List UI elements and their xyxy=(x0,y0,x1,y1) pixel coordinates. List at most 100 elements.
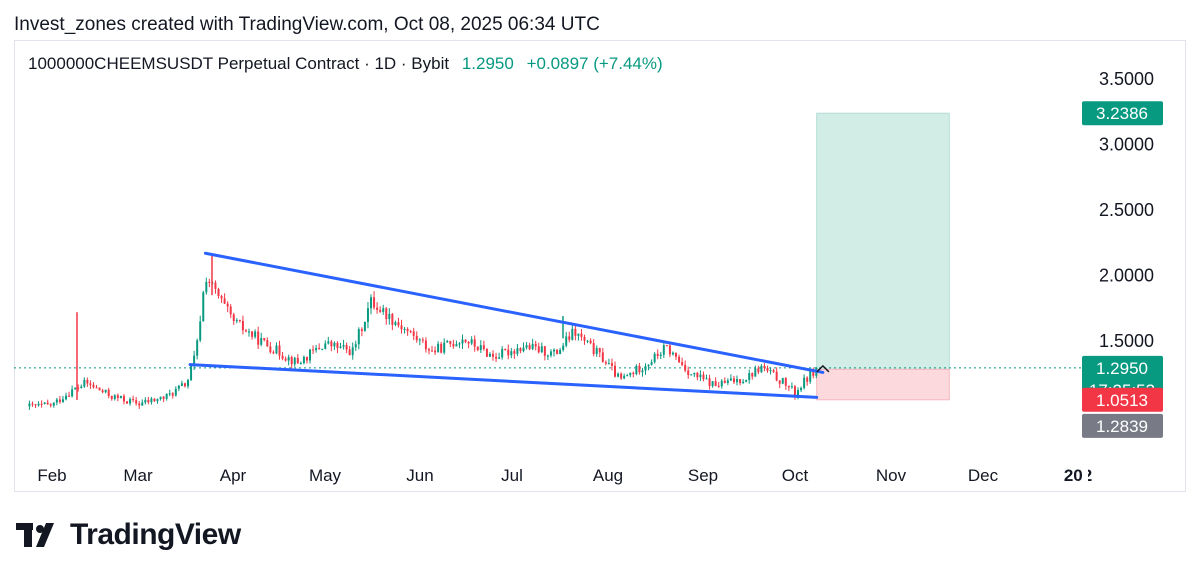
candle-body xyxy=(437,343,440,353)
candle-body xyxy=(742,381,745,384)
candle-body xyxy=(797,390,800,397)
x-axis-tick: Dec xyxy=(968,466,999,485)
candle-body xyxy=(357,329,360,345)
candle-body xyxy=(443,342,446,353)
candle-body xyxy=(812,370,815,376)
price-label-text: 1.2950 xyxy=(1096,359,1148,378)
candle-body xyxy=(775,371,778,381)
candle-body xyxy=(562,345,565,350)
candle-body xyxy=(58,399,61,403)
candle-body xyxy=(61,399,64,403)
candle-body xyxy=(226,303,229,307)
candle-body xyxy=(232,314,235,321)
candle-body xyxy=(784,377,787,386)
candle-body xyxy=(650,362,653,365)
candle-body xyxy=(671,352,674,355)
candle-body xyxy=(287,357,290,361)
candle-body xyxy=(464,339,467,342)
candle-body xyxy=(153,398,156,402)
candle-body xyxy=(455,344,458,347)
candle-body xyxy=(373,297,376,308)
candle-body xyxy=(92,384,95,388)
candle-body xyxy=(482,345,485,349)
candle-body xyxy=(165,393,168,399)
candle-body xyxy=(769,370,772,372)
candle-body xyxy=(525,345,528,348)
candle-body xyxy=(702,374,705,380)
x-axis-tick: Mar xyxy=(123,466,153,485)
candle-body xyxy=(492,353,495,357)
candle-body xyxy=(504,348,507,350)
candle-body xyxy=(196,340,199,356)
candle-body xyxy=(620,373,623,379)
symbol-title: 1000000CHEEMSUSDT Perpetual Contract · 1… xyxy=(28,54,450,73)
y-axis-tick: 2.5000 xyxy=(1099,200,1154,220)
candle-body xyxy=(766,368,769,371)
trendline-upper xyxy=(203,251,825,374)
candle-body xyxy=(806,377,809,382)
candle-body xyxy=(290,357,293,365)
candle-body xyxy=(781,377,784,384)
x-axis-tick: Jul xyxy=(501,466,523,485)
y-axis-tick: 1.5000 xyxy=(1099,331,1154,351)
candle-body xyxy=(43,402,46,404)
candle-body xyxy=(180,383,183,386)
candle-body xyxy=(790,386,793,388)
candle-body xyxy=(434,350,437,353)
candle-body xyxy=(174,388,177,396)
candle-body xyxy=(190,366,193,381)
candle-body xyxy=(37,403,40,406)
candle-body xyxy=(257,331,260,345)
target-zone xyxy=(816,112,950,370)
candle-body xyxy=(501,348,504,358)
candle-body xyxy=(333,342,336,347)
candle-body xyxy=(168,393,171,395)
candle-body xyxy=(244,330,247,332)
candle-body xyxy=(315,347,318,351)
candle-body xyxy=(800,387,803,391)
candle-body xyxy=(793,386,796,397)
candle-body xyxy=(217,288,220,297)
candle-body xyxy=(86,379,89,384)
breakout-arrow-icon xyxy=(816,364,830,373)
y-axis-tick: 3.0000 xyxy=(1099,135,1154,155)
candle-body xyxy=(543,346,546,356)
candle-body xyxy=(586,340,589,342)
chart-frame[interactable] xyxy=(14,40,1186,492)
candle-body xyxy=(77,387,80,389)
candle-body xyxy=(772,370,775,372)
price-label-text: 3.2386 xyxy=(1096,104,1148,123)
candle-body xyxy=(748,373,751,381)
candle-body xyxy=(98,387,101,391)
candle-body xyxy=(376,307,379,310)
candle-body xyxy=(312,349,315,351)
tradingview-brand[interactable]: TradingView xyxy=(16,518,241,552)
candle-body xyxy=(714,381,717,386)
candle-body xyxy=(626,375,629,377)
candle-body xyxy=(580,333,583,337)
candle-body xyxy=(302,356,305,364)
candle-body xyxy=(736,379,739,383)
candle-body xyxy=(156,399,159,402)
candle-body xyxy=(565,336,568,346)
candle-body xyxy=(440,343,443,353)
candle-body xyxy=(55,399,58,403)
candle-body xyxy=(348,349,351,356)
candle-body xyxy=(330,341,333,347)
candle-body xyxy=(614,365,617,377)
candle-body xyxy=(510,351,513,356)
candle-body xyxy=(467,341,470,344)
stop-zone xyxy=(816,368,950,401)
candle-body xyxy=(415,335,418,341)
candle-body xyxy=(528,345,531,350)
candle-body xyxy=(296,357,299,364)
candle-body xyxy=(470,339,473,344)
candle-body xyxy=(138,403,141,406)
candle-body xyxy=(354,344,357,348)
candle-body xyxy=(537,346,540,353)
candle-body xyxy=(360,329,363,331)
candle-body xyxy=(95,387,98,389)
candle-body xyxy=(193,355,196,367)
candle-body xyxy=(162,396,165,399)
